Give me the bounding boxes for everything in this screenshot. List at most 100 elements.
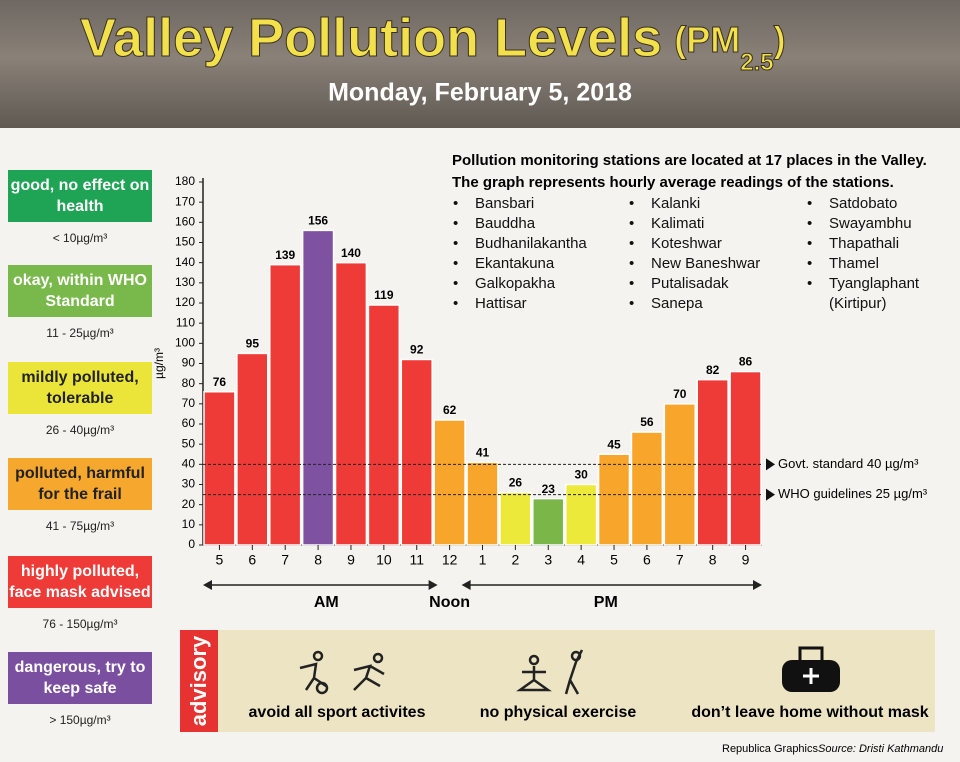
bar bbox=[564, 483, 598, 546]
y-tick-label: 170 bbox=[175, 194, 195, 208]
value-label: 23 bbox=[542, 482, 556, 496]
legend-box: highly polluted, face mask advised bbox=[8, 556, 152, 608]
legend-range: 41 - 75µg/m³ bbox=[45, 519, 115, 533]
station: Koteshwar bbox=[651, 234, 801, 254]
reference-arrow bbox=[766, 488, 775, 501]
x-tick-label: 12 bbox=[442, 552, 458, 568]
y-tick-label: 150 bbox=[175, 235, 195, 249]
bar bbox=[630, 431, 664, 546]
y-tick-label: 50 bbox=[182, 436, 196, 450]
bar bbox=[696, 378, 729, 546]
value-label: 26 bbox=[509, 476, 523, 490]
x-tick-label: 6 bbox=[643, 552, 651, 568]
bar bbox=[532, 497, 565, 546]
x-tick-label: 11 bbox=[409, 552, 424, 568]
legend-box: mildly polluted, tolerable bbox=[8, 362, 152, 414]
x-tick-label: 5 bbox=[216, 552, 224, 568]
period-label: Noon bbox=[429, 594, 470, 611]
station: Tyanglaphant (Kirtipur) bbox=[829, 274, 939, 314]
value-label: 56 bbox=[640, 415, 654, 429]
bar bbox=[334, 261, 368, 546]
x-tick-label: 4 bbox=[577, 552, 585, 568]
bar bbox=[663, 403, 696, 546]
bar bbox=[729, 370, 762, 546]
bar bbox=[236, 352, 269, 546]
y-tick-label: 40 bbox=[182, 457, 196, 471]
station: Satdobato bbox=[829, 194, 939, 214]
station: Putalisadak bbox=[651, 274, 801, 294]
x-tick-label: 6 bbox=[248, 552, 256, 568]
y-tick-label: 80 bbox=[182, 376, 196, 390]
y-tick-label: 0 bbox=[188, 537, 195, 551]
advisory-item: avoid all sport activites bbox=[249, 704, 426, 721]
legend-range: < 10µg/m³ bbox=[52, 231, 108, 245]
mask-icon bbox=[798, 646, 824, 664]
y-tick-label: 110 bbox=[176, 315, 195, 329]
x-tick-label: 2 bbox=[511, 552, 519, 568]
station: Ekantakuna bbox=[475, 254, 625, 274]
period-label: PM bbox=[594, 594, 618, 611]
x-tick-label: 8 bbox=[314, 552, 322, 568]
y-axis-label: µg/m³ bbox=[152, 348, 166, 379]
x-tick-label: 9 bbox=[742, 552, 750, 568]
station-column: BansbariBauddhaBudhanilakanthaEkantakuna… bbox=[475, 194, 625, 314]
y-tick-label: 90 bbox=[182, 356, 196, 370]
y-tick-label: 130 bbox=[175, 275, 195, 289]
y-tick-label: 160 bbox=[175, 215, 195, 229]
mask-icon bbox=[803, 668, 819, 684]
station: Thapathali bbox=[829, 234, 939, 254]
title-unit-close: ) bbox=[774, 19, 786, 60]
bar bbox=[499, 491, 532, 546]
y-tick-label: 120 bbox=[175, 295, 195, 309]
legend-box: dangerous, try to keep safe bbox=[8, 652, 152, 704]
title: Valley Pollution Levels (PM2.5) bbox=[80, 8, 786, 76]
intro: Pollution monitoring stations are locate… bbox=[452, 152, 927, 169]
period-label: AM bbox=[314, 594, 339, 611]
advisory-item: don’t leave home without mask bbox=[691, 704, 928, 721]
bar bbox=[433, 419, 466, 546]
y-tick-label: 20 bbox=[182, 497, 196, 511]
bar bbox=[203, 390, 236, 546]
x-tick-label: 8 bbox=[709, 552, 717, 568]
legend-box: good, no effect on health bbox=[8, 170, 152, 222]
bar bbox=[269, 263, 302, 546]
y-tick-label: 100 bbox=[175, 336, 195, 350]
x-tick-label: 7 bbox=[676, 552, 684, 568]
advisory-label: advisory bbox=[186, 635, 211, 726]
title-unit: (PM bbox=[674, 19, 740, 60]
bar bbox=[597, 453, 631, 546]
legend-range: 11 - 25µg/m³ bbox=[46, 326, 114, 340]
intro: The graph represents hourly average read… bbox=[452, 174, 894, 191]
y-tick-label: 60 bbox=[182, 416, 196, 430]
y-tick-label: 10 bbox=[182, 517, 196, 531]
y-tick-label: 180 bbox=[175, 174, 195, 188]
value-label: 82 bbox=[706, 363, 720, 377]
header-banner bbox=[0, 0, 960, 128]
value-label: 119 bbox=[374, 288, 394, 302]
station: Galkopakha bbox=[475, 274, 625, 294]
value-label: 70 bbox=[673, 387, 687, 401]
y-tick-label: 70 bbox=[182, 396, 196, 410]
station-column: SatdobatoSwayambhuThapathaliThamelTyangl… bbox=[829, 194, 939, 314]
sport-icons bbox=[299, 649, 584, 695]
station: Sanepa bbox=[651, 294, 801, 314]
legend-range: 76 - 150µg/m³ bbox=[42, 617, 118, 631]
value-label: 156 bbox=[308, 214, 328, 228]
bar bbox=[400, 358, 433, 546]
value-label: 62 bbox=[443, 403, 457, 417]
station: New Baneshwar bbox=[651, 254, 801, 274]
station: Bansbari bbox=[475, 194, 625, 214]
station: Budhanilakantha bbox=[475, 234, 625, 254]
value-label: 92 bbox=[410, 343, 424, 357]
x-tick-label: 9 bbox=[347, 552, 355, 568]
x-tick-label: 10 bbox=[376, 552, 392, 568]
title-main: Valley Pollution Levels bbox=[80, 8, 662, 68]
value-label: 95 bbox=[246, 337, 260, 351]
x-tick-label: 3 bbox=[544, 552, 552, 568]
legend-box: polluted, harmful for the frail bbox=[8, 458, 152, 510]
reference-label: Govt. standard 40 µg/m³ bbox=[778, 456, 919, 471]
advisory-item: no physical exercise bbox=[480, 704, 637, 721]
value-label: 30 bbox=[574, 468, 588, 482]
date: Monday, February 5, 2018 bbox=[328, 79, 632, 107]
